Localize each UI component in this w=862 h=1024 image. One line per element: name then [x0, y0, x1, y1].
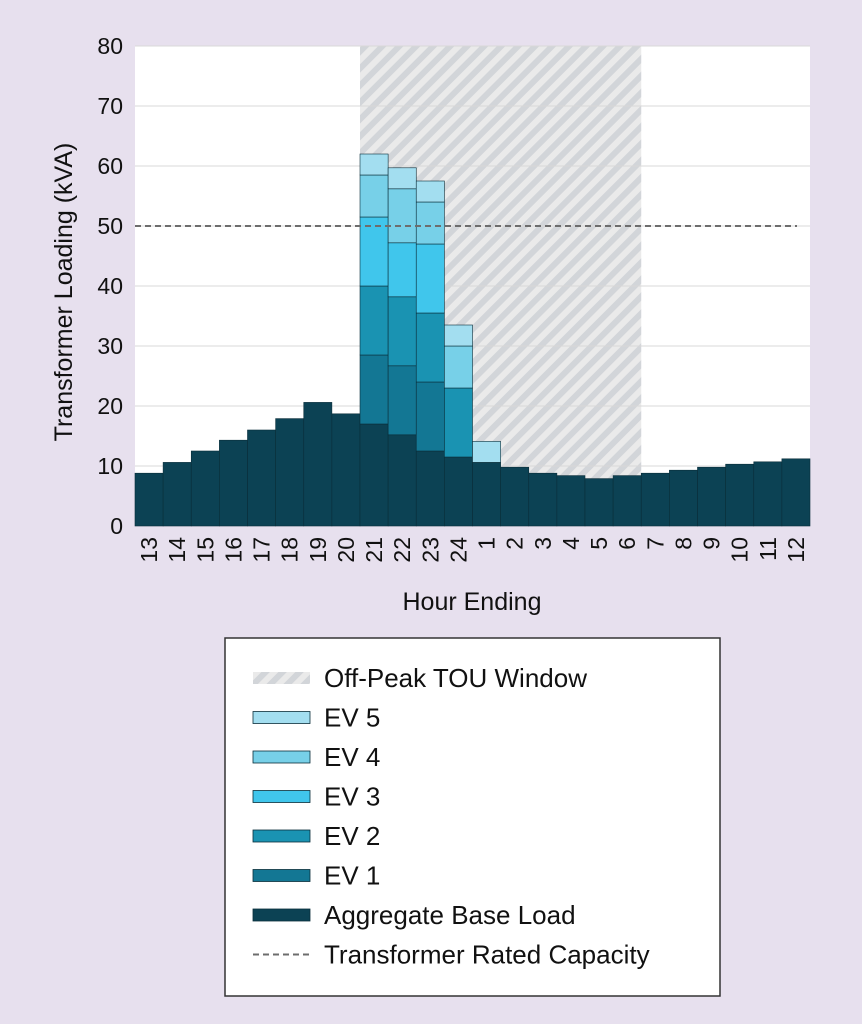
legend-swatch-ev-3: [252, 790, 311, 803]
legend-label: EV 1: [324, 861, 380, 891]
bar-segment-aggregate-base-load: [640, 472, 670, 527]
x-tick-label: 23: [417, 537, 443, 563]
legend-label: Transformer Rated Capacity: [324, 940, 650, 970]
bar-segment-ev-2: [444, 387, 473, 458]
y-tick-label: 80: [97, 33, 123, 59]
x-tick-label: 8: [670, 537, 696, 550]
bar-segment-ev-4: [415, 201, 445, 245]
bar-segment-aggregate-base-load: [697, 466, 726, 527]
bar-segment-aggregate-base-load: [219, 439, 248, 527]
x-tick-label: 18: [277, 537, 303, 563]
legend-label: Off-Peak TOU Window: [324, 663, 587, 693]
bar-segment-ev-2: [359, 285, 389, 356]
legend-swatch-ev-1: [252, 869, 311, 882]
legend-swatch-off-peak: [253, 672, 310, 684]
x-tick-label: 13: [136, 537, 162, 563]
legend-box: [224, 637, 721, 997]
y-tick-label: 60: [97, 153, 123, 179]
legend-label: EV 4: [324, 742, 380, 772]
bar-segment-ev-2: [387, 296, 417, 367]
x-tick-label: 20: [333, 537, 359, 563]
bar-segment-ev-5: [387, 167, 417, 190]
legend-label: Aggregate Base Load: [324, 900, 576, 930]
bar-segment-aggregate-base-load: [500, 466, 530, 527]
bar-segment-aggregate-base-load: [444, 456, 473, 527]
bar-segment-ev-5: [359, 153, 389, 176]
legend-swatch-ev-5: [252, 711, 311, 724]
bar-segment-aggregate-base-load: [669, 469, 698, 527]
x-tick-label: 12: [783, 537, 809, 563]
bar-segment-ev-1: [359, 354, 389, 425]
bar-segment-aggregate-base-load: [247, 429, 276, 527]
x-tick-label: 7: [642, 537, 668, 550]
bar-segment-aggregate-base-load: [275, 418, 305, 527]
x-tick-label: 11: [755, 537, 781, 561]
legend-label: EV 2: [324, 821, 380, 851]
legend-swatch-ev-2: [252, 829, 311, 843]
bar-segment-ev-4: [444, 345, 473, 389]
x-tick-label: 19: [305, 537, 331, 563]
x-axis-title: Hour Ending: [403, 588, 542, 616]
x-tick-label: 2: [502, 537, 528, 550]
legend-label: EV 5: [324, 703, 380, 733]
legend-swatch-ev-4: [252, 750, 311, 764]
bar-segment-ev-3: [387, 242, 417, 298]
x-tick-label: 15: [192, 537, 218, 563]
bar-segment-ev-3: [359, 216, 389, 287]
x-tick-label: 10: [727, 537, 753, 563]
bar-segment-aggregate-base-load: [612, 475, 642, 527]
y-axis-title: Transformer Loading (kVA): [50, 143, 78, 442]
y-tick-label: 50: [97, 213, 123, 239]
bar-segment-aggregate-base-load: [415, 450, 445, 527]
y-tick-label: 20: [97, 393, 123, 419]
y-tick-label: 10: [97, 453, 123, 479]
bar-segment-ev-3: [415, 243, 445, 314]
bar-segment-aggregate-base-load: [528, 472, 558, 527]
x-tick-label: 4: [558, 537, 584, 550]
y-tick-label: 40: [97, 273, 123, 299]
x-tick-label: 3: [530, 537, 556, 550]
x-tick-label: 21: [361, 537, 387, 563]
bar-segment-aggregate-base-load: [359, 423, 389, 527]
bar-segment-aggregate-base-load: [584, 478, 614, 527]
bar-segment-aggregate-base-load: [781, 458, 811, 527]
x-tick-label: 14: [164, 537, 190, 563]
x-tick-label: 16: [220, 537, 246, 563]
bar-segment-aggregate-base-load: [190, 450, 220, 527]
bar-segment-aggregate-base-load: [725, 463, 755, 527]
bar-segment-aggregate-base-load: [387, 434, 417, 527]
bar-segment-aggregate-base-load: [303, 402, 333, 527]
y-tick-label: 30: [97, 333, 123, 359]
x-tick-label: 5: [586, 537, 612, 550]
bar-segment-ev-4: [387, 188, 417, 244]
x-tick-label: 1: [474, 537, 500, 550]
y-tick-label: 0: [110, 513, 123, 539]
legend-label: EV 3: [324, 782, 380, 812]
x-tick-label: 17: [249, 537, 275, 563]
bar-segment-ev-1: [415, 381, 445, 452]
x-tick-label: 9: [699, 537, 725, 550]
bar-segment-ev-5: [472, 441, 501, 463]
bar-segment-aggregate-base-load: [472, 462, 501, 527]
legend-swatch-aggregate-base-load: [252, 908, 311, 922]
bar-segment-ev-2: [415, 312, 445, 383]
x-tick-label: 6: [614, 537, 640, 550]
bar-segment-ev-4: [359, 174, 389, 218]
bar-segment-ev-1: [387, 365, 417, 436]
x-tick-label: 22: [389, 537, 415, 563]
bar-segment-ev-5: [444, 324, 473, 347]
x-tick-label: 24: [445, 537, 471, 563]
bar-segment-aggregate-base-load: [134, 472, 164, 527]
bar-segment-aggregate-base-load: [162, 462, 192, 527]
bar-segment-aggregate-base-load: [331, 413, 361, 527]
bar-segment-aggregate-base-load: [556, 475, 586, 527]
y-tick-label: 70: [97, 93, 123, 119]
bar-segment-aggregate-base-load: [753, 461, 783, 527]
bar-segment-ev-5: [415, 180, 445, 203]
